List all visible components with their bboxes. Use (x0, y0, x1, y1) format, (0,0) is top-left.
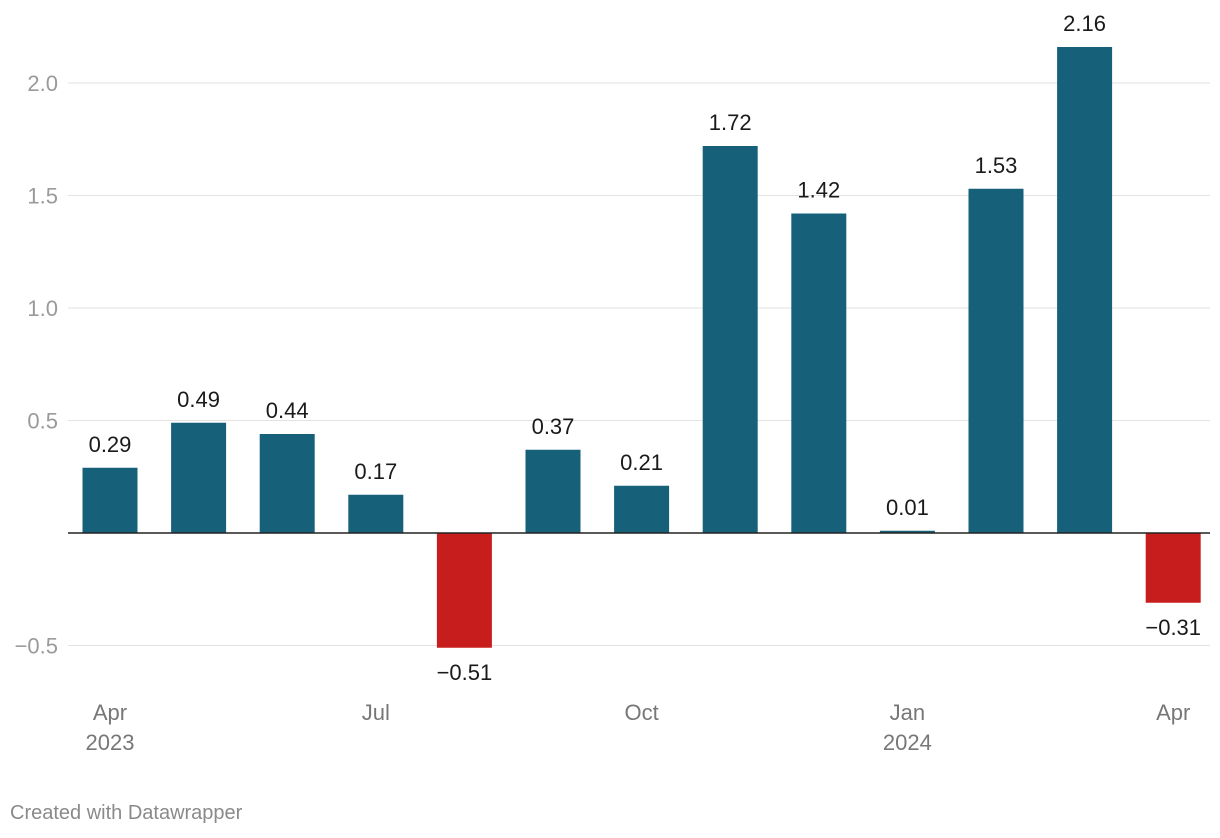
x-tick-year: 2023 (86, 730, 135, 755)
bar (348, 494, 404, 533)
y-tick-label: 1.5 (27, 184, 58, 209)
x-tick-year: 2024 (883, 730, 932, 755)
x-tick-month: Apr (93, 700, 127, 725)
data-label: 0.29 (89, 432, 132, 457)
data-label: 0.01 (886, 495, 929, 520)
y-tick-label: 2.0 (27, 71, 58, 96)
x-tick-month: Jul (362, 700, 390, 725)
data-label: 2.16 (1063, 11, 1106, 36)
bar (1145, 533, 1201, 603)
bars (82, 47, 1201, 648)
bar (82, 467, 138, 533)
bar (614, 485, 670, 533)
y-tick-label: 1.0 (27, 296, 58, 321)
bar (171, 422, 227, 533)
data-label: 0.17 (354, 459, 397, 484)
data-label: 0.49 (177, 387, 220, 412)
data-label: 0.21 (620, 450, 663, 475)
y-tick-label: −0.5 (15, 634, 58, 659)
datawrapper-credit: Created with Datawrapper (10, 802, 243, 824)
bar-chart: −0.50.51.01.52.0 0.290.49 0.440.17−0.510.… (15, 11, 1210, 755)
data-label: 1.42 (797, 178, 840, 203)
data-label: 0.44 (266, 398, 309, 423)
bar (791, 213, 847, 533)
data-label: 1.53 (975, 153, 1018, 178)
y-tick-label: 0.5 (27, 409, 58, 434)
data-labels: 0.29 0.49 0.44 0.17 −0.51 0.37 0.21 1.72 1.42 0.0… (89, 11, 1201, 685)
bar (968, 188, 1024, 533)
bar (525, 449, 581, 533)
data-label: 1.72 (709, 110, 752, 135)
bar (259, 434, 315, 533)
x-axis-ticks: Apr 2023 Jul Oct Jan 2024 Apr (86, 700, 1191, 755)
bar (1057, 47, 1113, 533)
y-axis-ticks: −0.5 0.5 1.0 1.5 2.0 (15, 71, 58, 659)
bar (879, 530, 935, 533)
bar (702, 146, 758, 533)
gridlines (68, 82, 1210, 646)
data-label: −0.31 (1145, 615, 1201, 640)
data-label: −0.51 (437, 660, 493, 685)
x-tick-month: Jan (890, 700, 925, 725)
data-label: 0.37 (532, 414, 575, 439)
bar (436, 533, 492, 648)
x-tick-month: Apr (1156, 700, 1190, 725)
x-tick-month: Oct (624, 700, 658, 725)
